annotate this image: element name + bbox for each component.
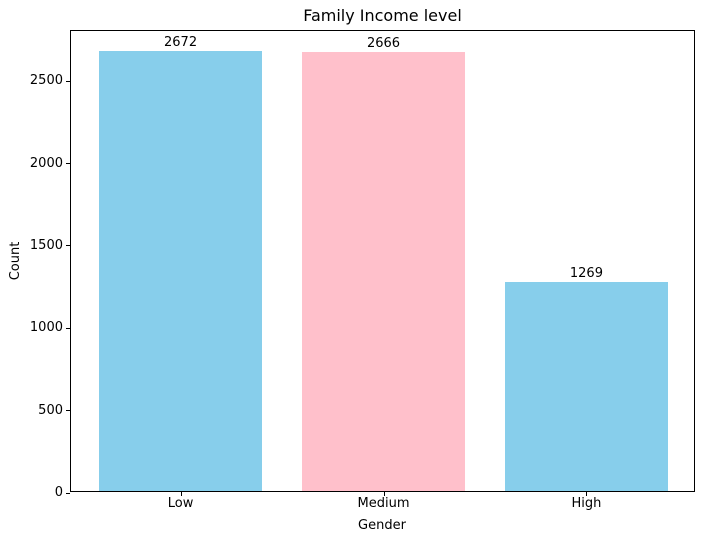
y-tick-label: 1000 [29, 320, 63, 336]
x-tick-mark [180, 492, 182, 496]
x-tick-label: High [571, 496, 602, 511]
bar-value-label: 2666 [366, 35, 401, 51]
chart-title: Family Income level [303, 6, 462, 25]
x-tick-label: Medium [357, 496, 410, 511]
x-axis-label: Gender [358, 518, 406, 533]
y-tick-label: 1500 [29, 237, 63, 253]
bar-value-label: 2672 [164, 35, 198, 50]
bar-value-label: 1269 [569, 266, 603, 282]
y-tick-label: 2500 [29, 73, 63, 89]
y-tick-label: 0 [54, 485, 63, 500]
y-tick-label: 2000 [29, 155, 63, 171]
bar-high [505, 282, 668, 491]
x-tick-label: Low [167, 496, 194, 511]
x-tick-mark [586, 492, 588, 496]
y-tick-mark [66, 492, 70, 494]
y-tick-mark [66, 163, 70, 165]
y-tick-mark [66, 327, 70, 329]
plot-area: 2672 2666 1269 0 500 1000 1500 2000 2500 Low Med… [30, 30, 695, 511]
y-tick-mark [66, 80, 70, 82]
y-tick-label: 500 [38, 402, 63, 418]
y-tick-mark [66, 410, 70, 412]
bar-low [99, 51, 262, 491]
bar-medium [302, 52, 465, 491]
y-tick-mark [66, 245, 70, 247]
x-tick-mark [383, 492, 385, 496]
